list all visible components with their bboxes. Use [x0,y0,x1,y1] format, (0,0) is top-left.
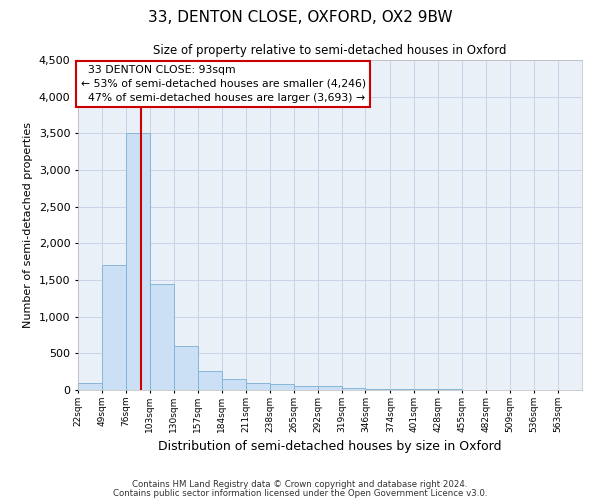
Bar [341,388,365,390]
Bar [293,386,317,390]
Bar [78,382,102,390]
Bar [391,389,414,390]
Text: 33 DENTON CLOSE: 93sqm
← 53% of semi-detached houses are smaller (4,246)
  47% o: 33 DENTON CLOSE: 93sqm ← 53% of semi-det… [80,65,365,103]
Bar [102,266,126,390]
Y-axis label: Number of semi-detached properties: Number of semi-detached properties [23,122,33,328]
Text: Contains public sector information licensed under the Open Government Licence v3: Contains public sector information licen… [113,488,487,498]
Bar [198,371,222,390]
Bar [269,384,293,390]
Bar [365,388,389,390]
Bar [126,134,150,390]
Bar [150,284,174,390]
Bar [317,386,341,390]
Bar [246,382,269,390]
Text: 33, DENTON CLOSE, OXFORD, OX2 9BW: 33, DENTON CLOSE, OXFORD, OX2 9BW [148,10,452,25]
Text: Contains HM Land Registry data © Crown copyright and database right 2024.: Contains HM Land Registry data © Crown c… [132,480,468,489]
Title: Size of property relative to semi-detached houses in Oxford: Size of property relative to semi-detach… [153,44,507,58]
X-axis label: Distribution of semi-detached houses by size in Oxford: Distribution of semi-detached houses by … [158,440,502,454]
Bar [174,346,198,390]
Bar [222,379,246,390]
